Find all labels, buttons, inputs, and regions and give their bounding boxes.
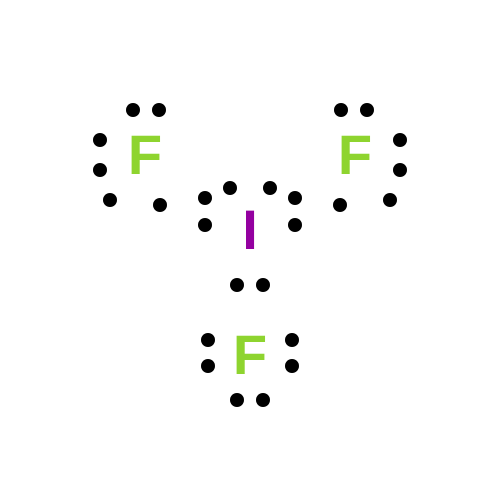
- electron-dot-22: [285, 333, 299, 347]
- electron-dot-20: [201, 333, 215, 347]
- electron-dot-9: [152, 103, 166, 117]
- electron-dot-11: [93, 163, 107, 177]
- electron-dot-8: [126, 103, 140, 117]
- electron-dot-18: [333, 198, 347, 212]
- electron-dot-7: [256, 278, 270, 292]
- electron-dot-21: [201, 359, 215, 373]
- electron-dot-25: [256, 393, 270, 407]
- electron-dot-1: [223, 181, 237, 195]
- electron-dot-24: [230, 393, 244, 407]
- electron-dot-19: [383, 193, 397, 207]
- electron-dot-3: [288, 191, 302, 205]
- electron-dot-5: [288, 218, 302, 232]
- electron-dot-15: [360, 103, 374, 117]
- electron-dot-6: [230, 278, 244, 292]
- electron-dot-0: [198, 191, 212, 205]
- electron-dot-23: [285, 359, 299, 373]
- electron-dot-13: [153, 198, 167, 212]
- electron-dot-16: [393, 133, 407, 147]
- electron-dot-12: [103, 193, 117, 207]
- atom-F-top-left: F: [128, 127, 162, 183]
- electron-dot-17: [393, 163, 407, 177]
- electron-dot-10: [93, 133, 107, 147]
- electron-dot-14: [334, 103, 348, 117]
- electron-dot-4: [198, 218, 212, 232]
- atom-F-bottom: F: [233, 327, 267, 383]
- atom-F-top-right: F: [338, 127, 372, 183]
- atom-I: I: [242, 202, 258, 258]
- electron-dot-2: [263, 181, 277, 195]
